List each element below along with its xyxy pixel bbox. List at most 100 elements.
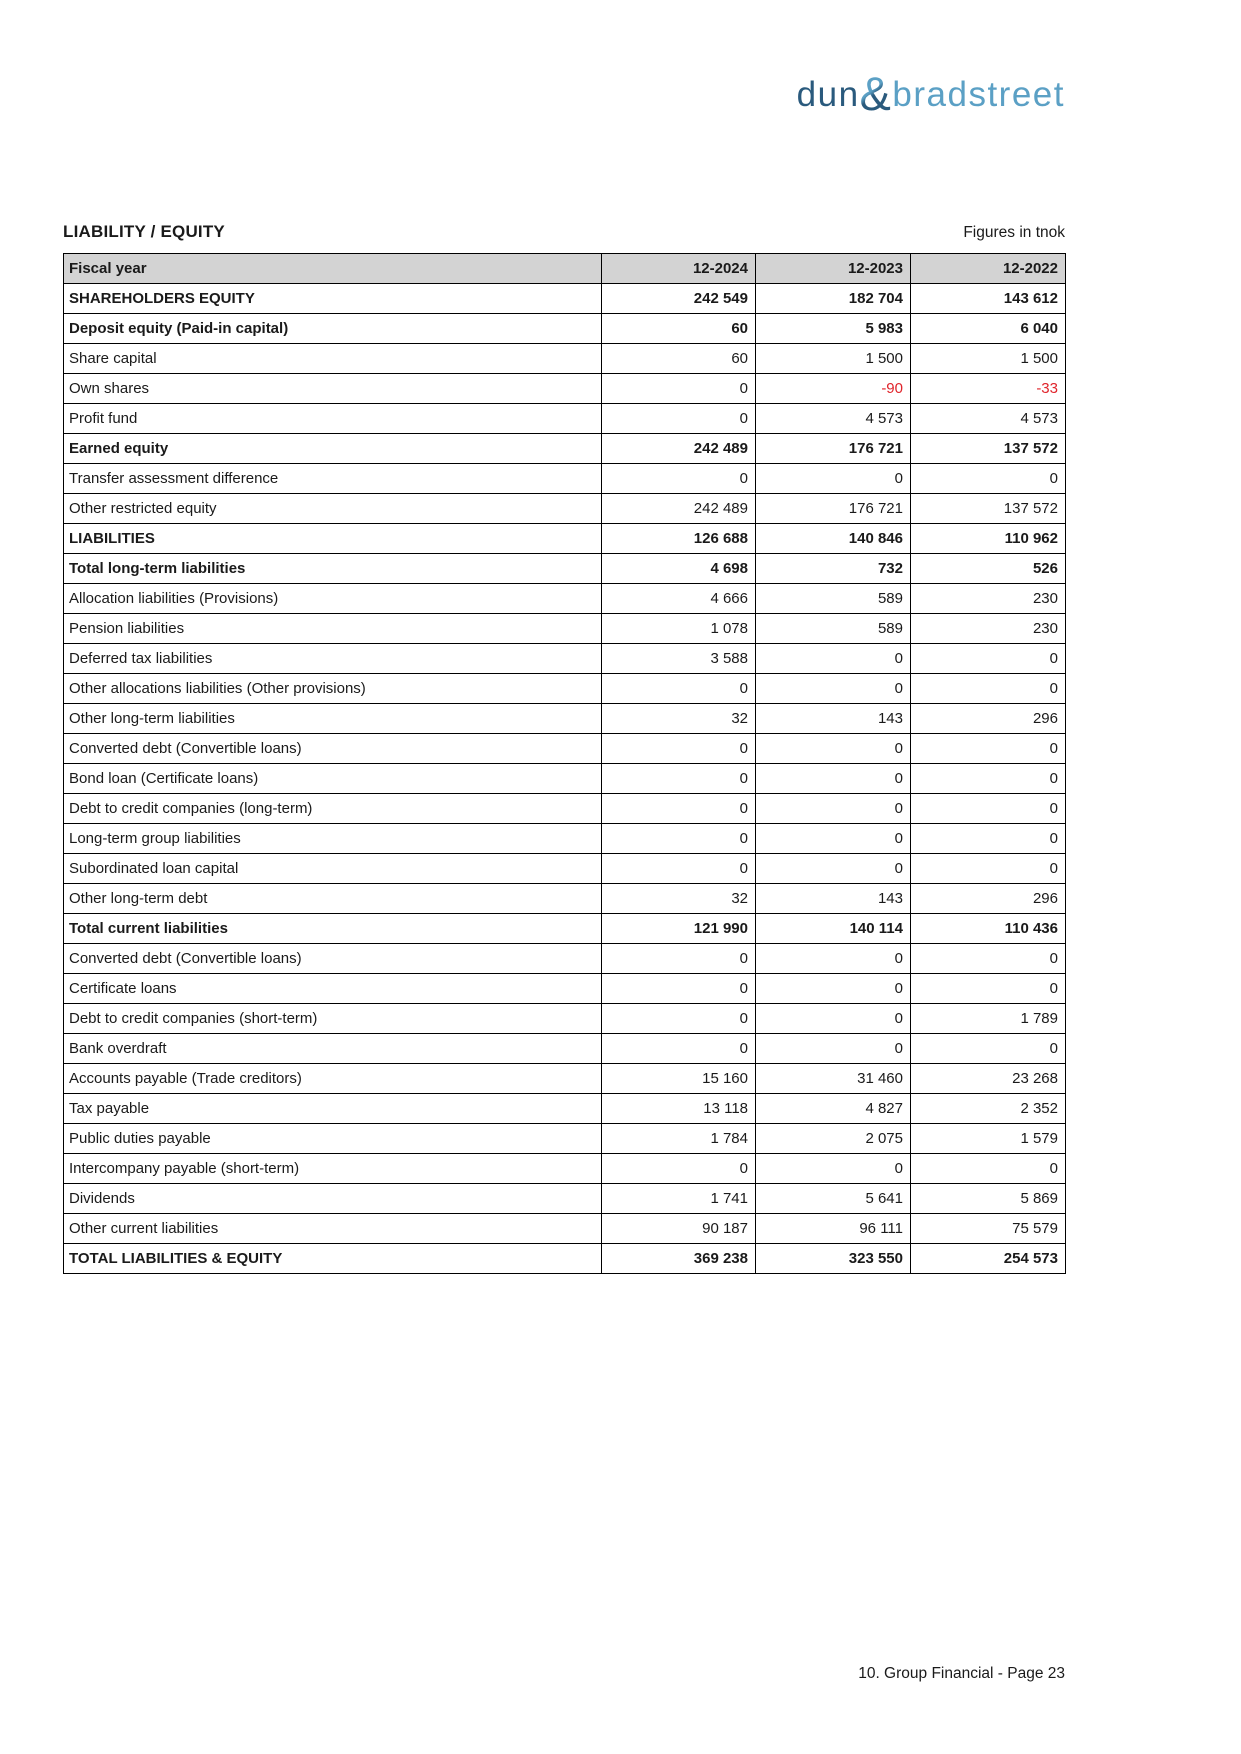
table-row: Other allocations liabilities (Other pro… [63, 673, 1066, 704]
value-cell: 0 [755, 643, 911, 674]
table-row: Other long-term liabilities 32 143 296 [63, 703, 1066, 734]
value-cell: 230 [910, 613, 1066, 644]
value-cell: 2 352 [910, 1093, 1066, 1124]
figures-unit-note: Figures in tnok [963, 224, 1065, 241]
value-cell: 0 [601, 1003, 756, 1034]
table-row: Share capital 60 1 500 1 500 [63, 343, 1066, 374]
value-cell: 143 612 [910, 283, 1066, 314]
year-column-header: 12-2024 [601, 253, 756, 284]
row-label: Other current liabilities [63, 1213, 602, 1244]
value-cell: 0 [910, 943, 1066, 974]
row-label: Total current liabilities [63, 913, 602, 944]
value-cell: 296 [910, 883, 1066, 914]
value-cell: 0 [601, 973, 756, 1004]
value-cell: 0 [601, 403, 756, 434]
value-cell: 96 111 [755, 1213, 911, 1244]
row-label: TOTAL LIABILITIES & EQUITY [63, 1243, 602, 1274]
row-label: Certificate loans [63, 973, 602, 1004]
row-label: SHAREHOLDERS EQUITY [63, 283, 602, 314]
table-row: Subordinated loan capital 0 0 0 [63, 853, 1066, 884]
value-cell: 110 962 [910, 523, 1066, 554]
value-cell: 589 [755, 613, 911, 644]
row-label: Intercompany payable (short-term) [63, 1153, 602, 1184]
value-cell: 1 500 [755, 343, 911, 374]
row-label: Transfer assessment difference [63, 463, 602, 494]
value-cell: 323 550 [755, 1243, 911, 1274]
value-cell: 0 [755, 823, 911, 854]
table-row: Bond loan (Certificate loans) 0 0 0 [63, 763, 1066, 794]
value-cell: 5 869 [910, 1183, 1066, 1214]
row-label: Deferred tax liabilities [63, 643, 602, 674]
value-cell: -33 [910, 373, 1066, 404]
value-cell: 0 [755, 793, 911, 824]
value-cell: 526 [910, 553, 1066, 584]
table-row: Certificate loans 0 0 0 [63, 973, 1066, 1004]
value-cell: 143 [755, 883, 911, 914]
value-cell: 121 990 [601, 913, 756, 944]
value-cell: 0 [910, 1153, 1066, 1184]
table-row: Own shares 0 -90 -33 [63, 373, 1066, 404]
row-label: Tax payable [63, 1093, 602, 1124]
value-cell: 32 [601, 883, 756, 914]
table-row: TOTAL LIABILITIES & EQUITY 369 238 323 550… [63, 1243, 1066, 1274]
value-cell: 0 [601, 763, 756, 794]
row-label: Dividends [63, 1183, 602, 1214]
value-cell: 4 698 [601, 553, 756, 584]
value-cell: 0 [601, 853, 756, 884]
row-label: Debt to credit companies (short-term) [63, 1003, 602, 1034]
row-label: Long-term group liabilities [63, 823, 602, 854]
value-cell: 0 [910, 973, 1066, 1004]
table-row: Converted debt (Convertible loans) 0 0 0 [63, 943, 1066, 974]
value-cell: 0 [910, 463, 1066, 494]
value-cell: 1 784 [601, 1123, 756, 1154]
value-cell: 4 573 [910, 403, 1066, 434]
value-cell: 1 741 [601, 1183, 756, 1214]
table-row: Public duties payable 1 784 2 075 1 579 [63, 1123, 1066, 1154]
fiscal-year-header: Fiscal year [63, 253, 602, 284]
row-label: Bond loan (Certificate loans) [63, 763, 602, 794]
value-cell: 242 489 [601, 433, 756, 464]
row-label: Accounts payable (Trade creditors) [63, 1063, 602, 1094]
value-cell: 0 [755, 943, 911, 974]
row-label: Profit fund [63, 403, 602, 434]
value-cell: 0 [910, 673, 1066, 704]
liability-equity-table: Fiscal year 12-2024 12-2023 12-2022 SHAREHOL… [63, 253, 1066, 1274]
value-cell: 0 [755, 1153, 911, 1184]
value-cell: 182 704 [755, 283, 911, 314]
value-cell: 75 579 [910, 1213, 1066, 1244]
table-row: Earned equity 242 489 176 721 137 572 [63, 433, 1066, 464]
value-cell: 0 [910, 763, 1066, 794]
table-row: Total current liabilities 121 990 140 114 1… [63, 913, 1066, 944]
value-cell: 0 [601, 793, 756, 824]
value-cell: 0 [910, 1033, 1066, 1064]
value-cell: 137 572 [910, 433, 1066, 464]
value-cell: 0 [910, 793, 1066, 824]
value-cell: 0 [755, 763, 911, 794]
table-row: Total long-term liabilities 4 698 732 526 [63, 553, 1066, 584]
table-row: Dividends 1 741 5 641 5 869 [63, 1183, 1066, 1214]
row-label: Bank overdraft [63, 1033, 602, 1064]
row-label: Total long-term liabilities [63, 553, 602, 584]
table-row: Bank overdraft 0 0 0 [63, 1033, 1066, 1064]
value-cell: 0 [755, 1003, 911, 1034]
row-label: Public duties payable [63, 1123, 602, 1154]
value-cell: 137 572 [910, 493, 1066, 524]
table-row: Accounts payable (Trade creditors) 15 160… [63, 1063, 1066, 1094]
table-row: Intercompany payable (short-term) 0 0 0 [63, 1153, 1066, 1184]
value-cell: 0 [755, 853, 911, 884]
value-cell: 143 [755, 703, 911, 734]
table-row: Profit fund 0 4 573 4 573 [63, 403, 1066, 434]
table-row: Allocation liabilities (Provisions) 4 666… [63, 583, 1066, 614]
row-label: Subordinated loan capital [63, 853, 602, 884]
value-cell: 0 [601, 463, 756, 494]
row-label: Debt to credit companies (long-term) [63, 793, 602, 824]
value-cell: 140 846 [755, 523, 911, 554]
value-cell: 60 [601, 343, 756, 374]
logo-ampersand-icon: & [859, 67, 893, 120]
table-row: Other long-term debt 32 143 296 [63, 883, 1066, 914]
row-label: Other allocations liabilities (Other pro… [63, 673, 602, 704]
value-cell: 5 641 [755, 1183, 911, 1214]
value-cell: 4 573 [755, 403, 911, 434]
value-cell: 1 500 [910, 343, 1066, 374]
table-row: Other restricted equity 242 489 176 721 137… [63, 493, 1066, 524]
